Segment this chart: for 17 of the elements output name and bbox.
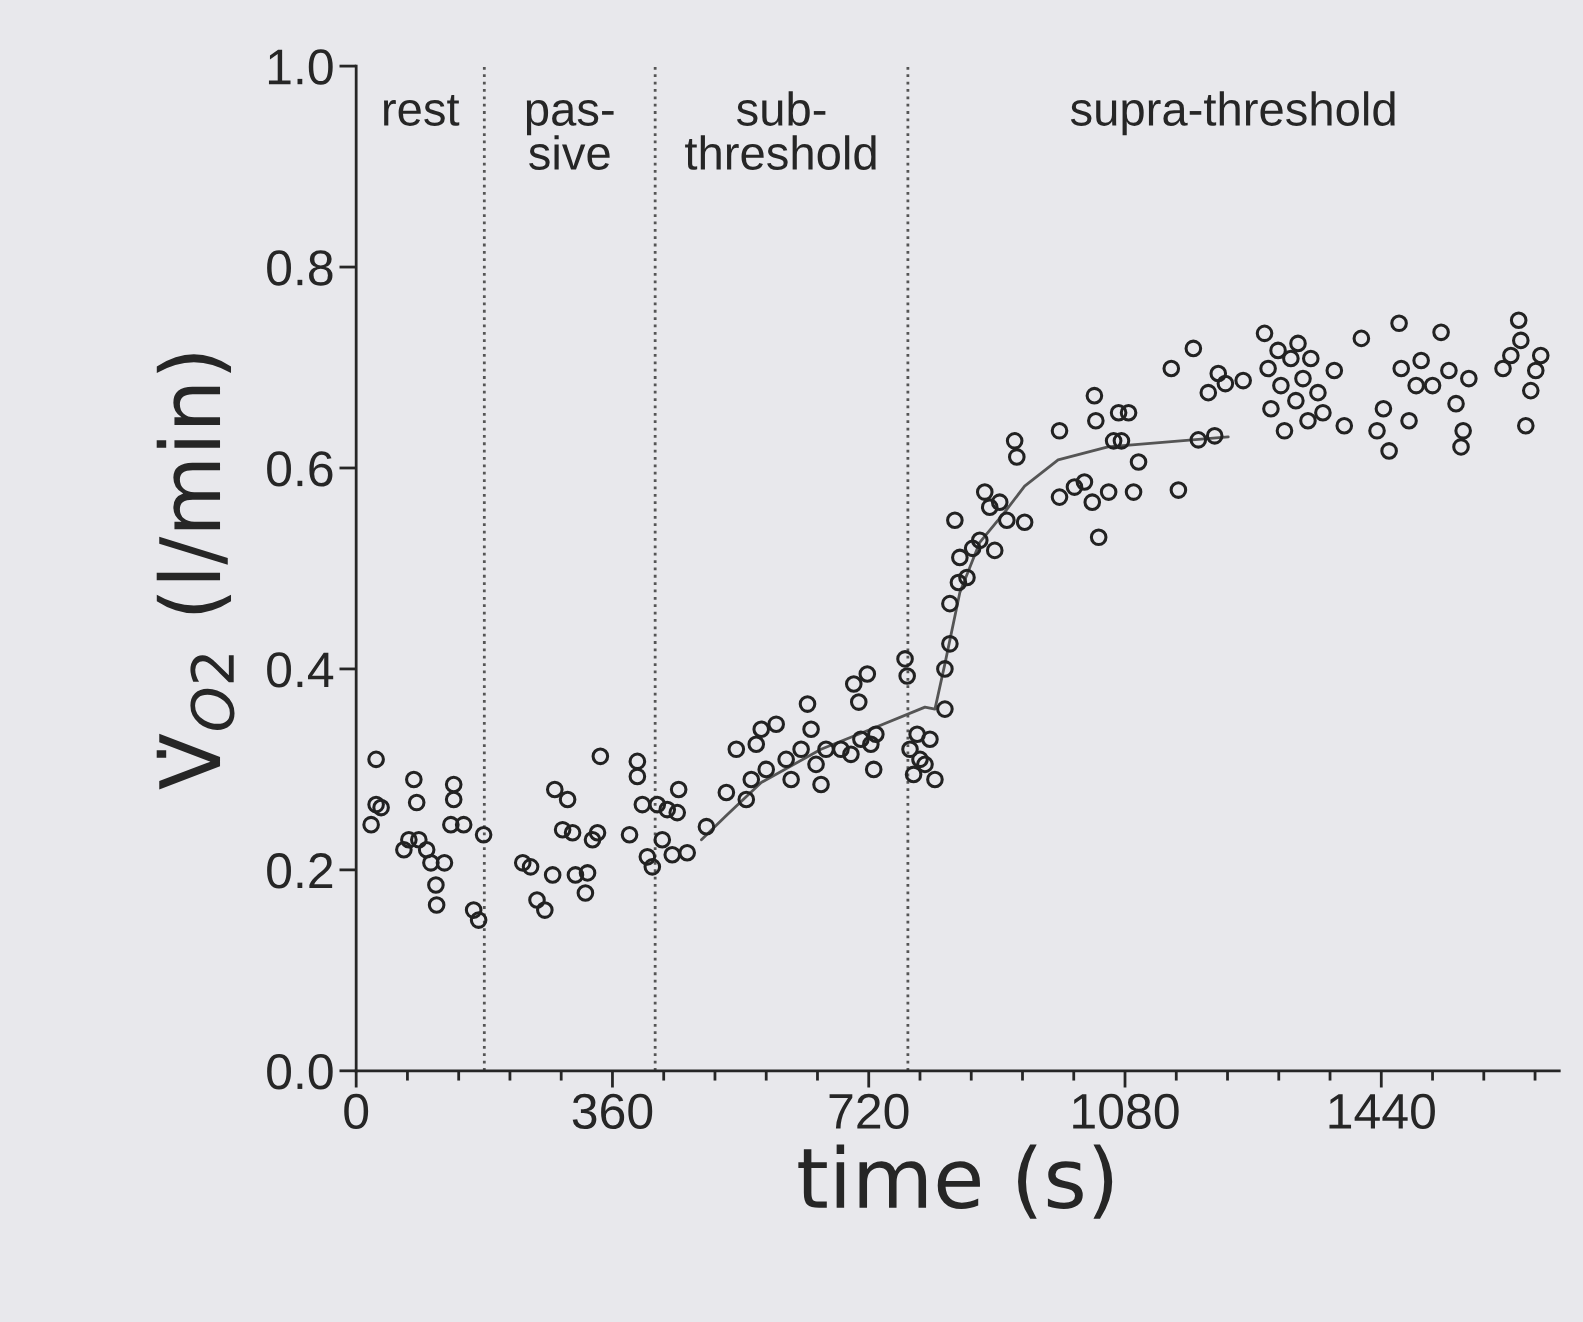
x-tick-label: 0 xyxy=(344,1093,369,1130)
y-tick-label: 0.0 xyxy=(267,1054,333,1090)
annotation: sub- threshold xyxy=(685,91,876,170)
y-axis-title: V̇$_{O2}$ (l/min) xyxy=(156,354,235,790)
annotation: supra-threshold xyxy=(1070,91,1395,136)
x-tick-label: 360 xyxy=(572,1093,653,1130)
x-tick-label: 1440 xyxy=(1329,1093,1435,1130)
annotation: rest xyxy=(384,94,460,126)
y-tick-label: 0.2 xyxy=(267,853,333,889)
y-tick-label: 0.4 xyxy=(267,652,334,688)
y-tick-label: 1.0 xyxy=(268,49,333,85)
x-tick-label: 1080 xyxy=(1073,1093,1179,1130)
y-tick-label: 0.6 xyxy=(267,451,333,487)
x-tick-label: 720 xyxy=(829,1093,909,1130)
y-tick-label: 0.8 xyxy=(267,250,333,286)
annotation: pas- sive xyxy=(526,100,614,170)
x-axis-title: time (s) xyxy=(798,1144,1113,1219)
